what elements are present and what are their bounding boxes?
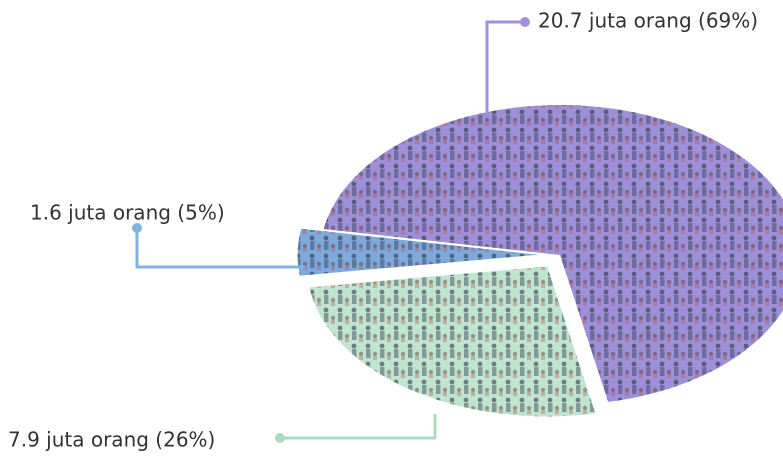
leader-line (135, 228, 305, 269)
leader-dot (275, 433, 285, 443)
leader-dot (520, 17, 530, 27)
leader-line (485, 20, 525, 112)
slice-texture (297, 228, 538, 276)
slice-label: 1.6 juta orang (5%) (30, 201, 225, 225)
slice-label: 7.9 juta orang (26%) (8, 428, 215, 452)
leader-dot (132, 223, 142, 233)
slice-texture (309, 266, 596, 417)
leader-line (280, 414, 437, 440)
slice-label: 20.7 juta orang (69%) (538, 9, 758, 33)
slice-texture (323, 105, 783, 402)
